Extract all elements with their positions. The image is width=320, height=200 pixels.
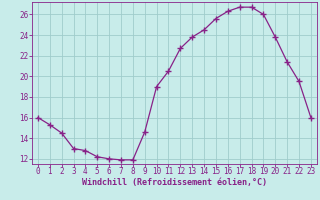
X-axis label: Windchill (Refroidissement éolien,°C): Windchill (Refroidissement éolien,°C) bbox=[82, 178, 267, 187]
